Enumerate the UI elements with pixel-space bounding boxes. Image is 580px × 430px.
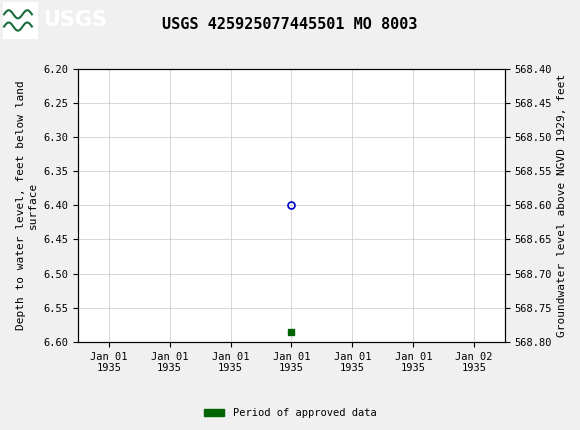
Y-axis label: Depth to water level, feet below land
surface: Depth to water level, feet below land su… xyxy=(16,80,38,330)
Y-axis label: Groundwater level above NGVD 1929, feet: Groundwater level above NGVD 1929, feet xyxy=(557,74,567,337)
Text: USGS: USGS xyxy=(44,10,107,31)
Text: USGS 425925077445501 MO 8003: USGS 425925077445501 MO 8003 xyxy=(162,17,418,32)
Legend: Period of approved data: Period of approved data xyxy=(200,404,380,423)
Bar xyxy=(3,2,38,39)
